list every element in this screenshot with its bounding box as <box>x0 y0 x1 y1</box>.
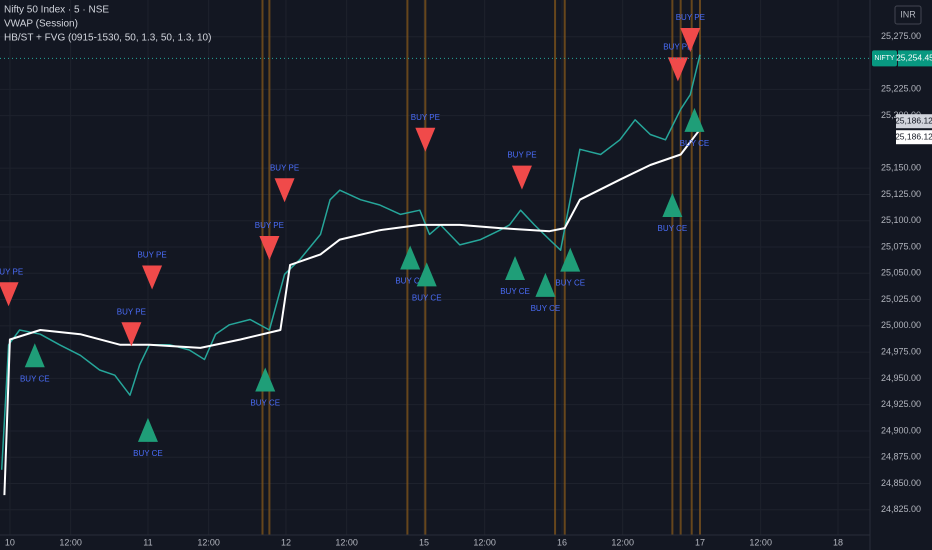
x-tick-label: 12:00 <box>335 537 358 547</box>
vwap-line <box>3 128 701 496</box>
signal-label: BUY CE <box>133 449 163 458</box>
signal-label: BUY CE <box>20 374 50 383</box>
signal-label: BUY PE <box>117 307 146 316</box>
symbol-label: NIFTY <box>874 55 895 62</box>
buy-signal <box>535 272 556 297</box>
y-tick-label: 25,125.00 <box>881 189 921 199</box>
y-tick-label: 25,150.00 <box>881 163 921 173</box>
signal-label: BUY CE <box>395 277 425 286</box>
signal-label: BUY CE <box>680 139 710 148</box>
y-tick-label: 24,900.00 <box>881 425 921 435</box>
sell-signal <box>274 178 295 203</box>
y-tick-label: 25,275.00 <box>881 31 921 41</box>
vwap-label: 25,186.12 <box>895 131 932 141</box>
y-tick-label: 25,225.00 <box>881 84 921 94</box>
buy-signal <box>400 245 421 270</box>
indicator-legend: HB/ST + FVG (0915-1530, 50, 1.3, 50, 1.3… <box>4 33 211 44</box>
sell-signal <box>415 127 436 152</box>
currency-box[interactable] <box>894 5 922 25</box>
x-tick-label: 11 <box>143 537 152 547</box>
x-tick-label: 12 <box>281 537 291 547</box>
signal-label: BUY CE <box>658 224 688 233</box>
x-tick-label: 16 <box>557 537 567 547</box>
y-tick-label: 24,950.00 <box>881 373 921 383</box>
vwap-legend: VWAP (Session) <box>4 19 78 30</box>
y-tick-label: 24,825.00 <box>881 504 921 514</box>
signal-label: BUY PE <box>663 42 692 51</box>
x-tick-label: 12:00 <box>611 537 634 547</box>
vwap-badge <box>896 130 932 145</box>
y-tick-label: 25,025.00 <box>881 294 921 304</box>
buy-signal <box>505 256 526 281</box>
buy-signal <box>255 367 276 392</box>
x-tick-label: 18 <box>833 537 843 547</box>
signal-label: BUY PE <box>411 113 440 122</box>
buy-signal <box>24 343 45 368</box>
signal-label: BUY CE <box>555 279 585 288</box>
y-tick-label: 24,975.00 <box>881 346 921 356</box>
signal-label: BUY PE <box>507 151 536 160</box>
buy-signal <box>137 417 158 442</box>
last-price-badge <box>898 50 932 67</box>
signal-label: BUY CE <box>500 287 530 296</box>
x-tick-label: 12:00 <box>473 537 496 547</box>
x-tick-label: 12:00 <box>749 537 772 547</box>
sell-signal <box>667 57 688 82</box>
signal-label: BUY CE <box>531 304 561 313</box>
sell-signal <box>142 265 163 290</box>
plot: BUY PE BUY PE BUY PE BUY PE BUY PE BUY PE BUY … <box>0 0 870 535</box>
x-tick-label: 12:00 <box>197 537 220 547</box>
y-tick-label: 24,925.00 <box>881 399 921 409</box>
y-tick-label: 24,875.00 <box>881 452 921 462</box>
symbol-badge <box>872 50 897 67</box>
x-tick-label: 15 <box>419 537 429 547</box>
price-line <box>0 54 701 470</box>
x-tick-label: 17 <box>695 537 705 547</box>
signal-label: BUY PE <box>270 163 299 172</box>
y-tick-label: 24,850.00 <box>881 478 921 488</box>
buy-signal <box>684 107 705 132</box>
signal-label: BUY PE <box>137 251 166 260</box>
sell-signal <box>511 165 532 190</box>
buy-signal <box>560 247 581 272</box>
sell-signal <box>259 236 280 261</box>
sell-signal <box>680 27 701 52</box>
y-tick-label: 25,050.00 <box>881 268 921 278</box>
x-tick-label: 10 <box>5 537 15 547</box>
y-tick-label: 25,000.00 <box>881 320 921 330</box>
last-price-label: 25,254.45 <box>896 53 932 63</box>
buy-signal <box>662 192 683 217</box>
symbol-legend: Nifty 50 Index · 5 · NSE <box>4 5 109 16</box>
signal-label: BUY PE <box>676 13 705 22</box>
vwap-label: 25,186.12 <box>895 115 932 125</box>
sell-signal <box>0 282 19 307</box>
signal-label: BUY CE <box>412 293 442 302</box>
signal-label: BUY PE <box>0 267 23 276</box>
buy-signal <box>416 262 437 287</box>
sell-signal <box>121 322 142 347</box>
currency[interactable]: INR <box>900 9 916 19</box>
y-tick-label: 25,100.00 <box>881 215 921 225</box>
signal-label: BUY PE <box>255 221 284 230</box>
vwap-badge <box>896 114 932 129</box>
y-tick-label: 25,075.00 <box>881 241 921 251</box>
signal-label: BUY CE <box>250 399 280 408</box>
x-tick-label: 12:00 <box>59 537 82 547</box>
